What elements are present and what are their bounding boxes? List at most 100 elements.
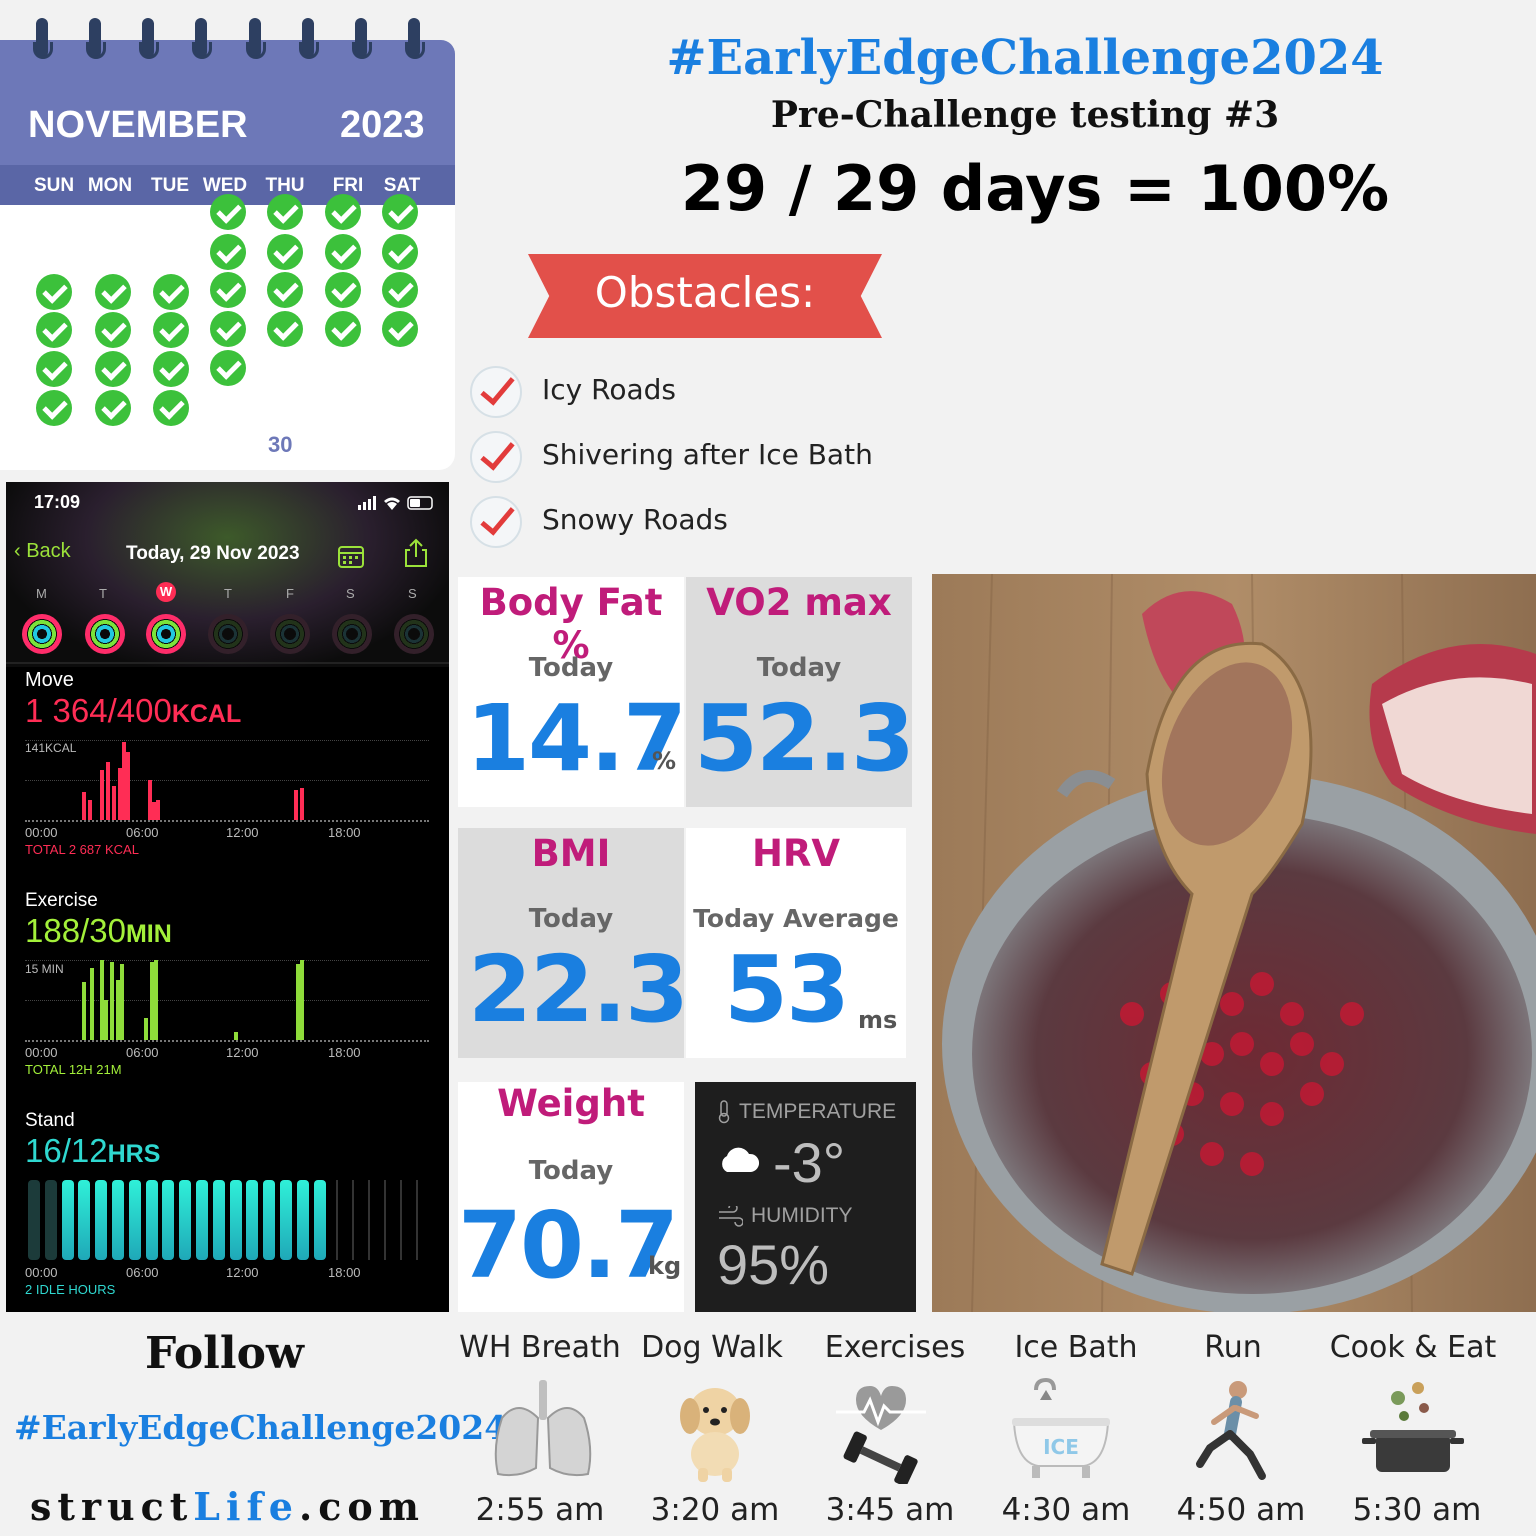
check-icon	[95, 351, 131, 387]
bar	[118, 768, 122, 820]
share-icon[interactable]	[404, 538, 428, 568]
routine-time: 5:30 am	[1352, 1492, 1482, 1528]
hrv-card: HRV Today Average 53 ms	[686, 828, 906, 1058]
check-icon	[382, 194, 418, 230]
pomegranate-photo	[932, 574, 1536, 1312]
stand-bar	[28, 1180, 40, 1260]
week-letter: S	[408, 586, 417, 601]
humidity-value: 95%	[717, 1233, 830, 1296]
hrv-sub: Today Average	[693, 904, 899, 933]
bar	[82, 982, 86, 1040]
stand-bar-inactive	[368, 1180, 370, 1260]
check-icon	[325, 311, 361, 347]
bar	[106, 762, 110, 820]
check-icon	[210, 350, 246, 386]
check-icon	[153, 351, 189, 387]
stand-bar-inactive	[416, 1180, 418, 1260]
stand-bar	[95, 1180, 108, 1260]
obstacle-item: Icy Roads	[542, 373, 676, 406]
stand-bar	[313, 1180, 326, 1260]
bar	[100, 770, 104, 820]
calendar-icon[interactable]	[338, 544, 364, 568]
binder-ring	[351, 18, 372, 76]
check-icon	[470, 431, 522, 483]
bar	[294, 790, 298, 820]
back-button[interactable]: ‹ Back	[14, 540, 71, 563]
move-scale-label: 141KCAL	[25, 741, 77, 755]
binder-ring	[404, 18, 425, 76]
puppy-icon	[680, 1388, 750, 1482]
activity-ring-fri[interactable]	[270, 614, 310, 654]
stand-bar	[44, 1180, 57, 1260]
weight-title: Weight	[497, 1082, 645, 1125]
stand-bar	[128, 1180, 141, 1260]
activity-ring-tue[interactable]	[85, 614, 125, 654]
status-time: 17:09	[34, 492, 81, 512]
weekday-wed: WED	[202, 175, 248, 196]
back-label: Back	[26, 540, 71, 562]
exercise-total: TOTAL 12H 21M	[25, 1062, 122, 1077]
temperature-label: TEMPERATURE	[739, 1100, 897, 1123]
lungs-icon	[494, 1380, 592, 1477]
time-tick: 06:00	[126, 1265, 159, 1280]
weekday-fri: FRI	[332, 175, 364, 196]
routine-label: Dog Walk	[641, 1330, 783, 1365]
follow-label: Follow	[145, 1328, 304, 1379]
routine-time: 3:45 am	[825, 1492, 955, 1528]
vo2-card: VO2 max Today 52.3	[686, 577, 915, 807]
time-tick: 12:00	[226, 1265, 259, 1280]
weekday-tue: TUE	[151, 175, 189, 196]
stand-bar	[196, 1180, 208, 1260]
check-icon	[267, 272, 303, 308]
activity-ring-sat[interactable]	[332, 614, 372, 654]
check-icon	[267, 311, 303, 347]
stand-total: 2 IDLE HOURS	[25, 1282, 116, 1297]
check-icon	[325, 234, 361, 270]
activity-ring-wed[interactable]	[146, 614, 186, 654]
bar	[122, 742, 126, 820]
site-url[interactable]: structLife.com	[30, 1484, 425, 1529]
check-icon	[36, 351, 72, 387]
week-letter: T	[99, 586, 107, 601]
challenge-subtitle: Pre-Challenge testing #3	[770, 94, 1280, 136]
bar	[120, 964, 124, 1040]
vo2-value: 52.3	[694, 685, 915, 792]
stand-bar	[280, 1180, 292, 1260]
exercise-value: 188/30MIN	[25, 912, 172, 949]
binder-ring	[191, 18, 212, 76]
check-icon	[95, 390, 131, 426]
bar	[88, 800, 92, 820]
follow-hashtag: #EarlyEdgeChallenge2024	[14, 1408, 508, 1447]
thermometer-icon	[718, 1100, 730, 1124]
stand-bar	[61, 1180, 74, 1260]
check-icon	[382, 272, 418, 308]
bar	[234, 1032, 238, 1040]
bar	[90, 968, 94, 1040]
check-icon	[267, 194, 303, 230]
weather-card: TEMPERATURE -3° HUMIDITY 95%	[695, 1082, 916, 1312]
activity-ring-thu[interactable]	[208, 614, 248, 654]
week-letter: F	[286, 586, 294, 601]
week-letter: T	[224, 586, 232, 601]
check-icon	[382, 311, 418, 347]
check-icon	[210, 311, 246, 347]
check-icon	[470, 496, 522, 548]
hrv-title: HRV	[751, 832, 841, 875]
week-letter-selected[interactable]: W	[156, 582, 176, 602]
stand-bar	[263, 1180, 276, 1260]
time-tick: 18:00	[328, 1045, 361, 1060]
binder-ring	[298, 18, 319, 76]
bar	[148, 780, 152, 820]
check-icon	[382, 234, 418, 270]
cloud-icon	[722, 1147, 760, 1172]
activity-ring-sun[interactable]	[394, 614, 434, 654]
body-fat-title: Body Fat %	[479, 581, 663, 667]
bar	[126, 752, 130, 820]
bmi-title: BMI	[531, 832, 611, 875]
bathtub-icon: ICE	[1012, 1378, 1110, 1478]
signal-icon	[358, 496, 376, 510]
calendar-year: 2023	[340, 104, 425, 146]
weight-value: 70.7	[458, 1192, 679, 1299]
calendar: NOVEMBER 2023 SUN MON TUE WED THU FRI SA…	[0, 18, 455, 470]
activity-ring-mon[interactable]	[22, 614, 62, 654]
